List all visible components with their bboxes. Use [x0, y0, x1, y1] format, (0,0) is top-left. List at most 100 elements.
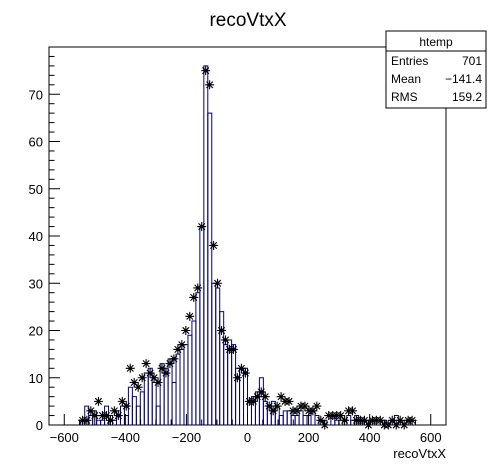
- histogram-bin: [195, 292, 201, 425]
- data-marker: [363, 420, 373, 430]
- axes: −600 −400 −200 0 200 400 600 0 10 20 30 40 50 60 70: [29, 55, 447, 445]
- data-marker: [201, 66, 211, 76]
- y-tick-label: 40: [29, 229, 43, 244]
- data-marker: [82, 415, 92, 425]
- data-marker: [276, 392, 286, 402]
- data-marker: [121, 401, 131, 411]
- data-marker: [137, 373, 147, 383]
- histogram-bin: [278, 415, 284, 425]
- histogram-bin: [258, 377, 264, 425]
- histogram-bin: [199, 226, 205, 425]
- data-marker: [232, 373, 242, 383]
- histogram-bin: [211, 282, 217, 425]
- x-tick-label: −600: [50, 430, 79, 445]
- x-tick-label: −400: [111, 430, 140, 445]
- histogram-bin: [179, 348, 185, 425]
- data-marker: [133, 382, 143, 392]
- data-marker: [383, 420, 393, 430]
- x-tick-label: 400: [359, 430, 381, 445]
- data-marker: [399, 420, 409, 430]
- data-marker: [173, 344, 183, 354]
- stats-rms-label: RMS: [391, 90, 418, 104]
- histogram-bin: [100, 419, 106, 425]
- data-marker: [125, 363, 135, 373]
- data-marker: [348, 406, 358, 416]
- data-marker: [308, 406, 318, 416]
- histogram-bin: [175, 353, 181, 425]
- x-tick-label: −200: [172, 430, 201, 445]
- data-marker: [157, 363, 167, 373]
- histogram-bin: [239, 367, 245, 425]
- data-marker: [113, 411, 123, 421]
- data-marker: [391, 420, 401, 430]
- histogram-bin: [135, 405, 141, 425]
- histogram-bin: [215, 287, 221, 425]
- data-marker: [86, 406, 96, 416]
- histogram-bin: [231, 344, 237, 425]
- stats-mean-label: Mean: [391, 72, 421, 86]
- data-marker: [260, 392, 270, 402]
- chart-title: recoVtxX: [209, 10, 286, 31]
- data-marker: [268, 406, 278, 416]
- histogram-bin: [171, 381, 177, 425]
- data-marker: [205, 80, 215, 90]
- data-marker: [340, 415, 350, 425]
- data-marker: [272, 401, 282, 411]
- data-marker: [248, 396, 258, 406]
- histogram-bin: [294, 415, 300, 425]
- histogram-bin: [131, 396, 137, 425]
- data-marker: [101, 411, 111, 421]
- data-marker: [256, 387, 266, 397]
- data-marker: [375, 415, 385, 425]
- data-marker: [312, 401, 322, 411]
- histogram-bin: [302, 415, 308, 425]
- x-axis-label: recoVtxX: [393, 446, 446, 461]
- data-marker: [145, 368, 155, 378]
- data-marker: [359, 415, 369, 425]
- histogram-bin: [334, 419, 340, 425]
- data-marker: [300, 401, 310, 411]
- data-markers: [78, 66, 417, 430]
- histogram-bin: [155, 405, 161, 425]
- y-tick-label: 30: [29, 276, 43, 291]
- data-marker: [213, 278, 223, 288]
- data-marker: [165, 359, 175, 369]
- data-marker: [169, 354, 179, 364]
- histogram-bin: [203, 65, 209, 425]
- data-marker: [292, 406, 302, 416]
- stats-entries-label: Entries: [391, 54, 428, 68]
- stats-box-frame: [385, 30, 487, 109]
- stats-entries-value: 701: [462, 54, 482, 68]
- x-tick-label: 600: [420, 430, 442, 445]
- data-marker: [284, 396, 294, 406]
- data-marker: [320, 420, 330, 430]
- data-marker: [240, 368, 250, 378]
- histogram-bin: [96, 419, 102, 425]
- data-marker: [161, 368, 171, 378]
- data-marker: [129, 377, 139, 387]
- x-tick-label: 0: [244, 430, 251, 445]
- histogram-bin: [167, 358, 173, 425]
- data-marker: [209, 240, 219, 250]
- data-marker: [221, 335, 231, 345]
- y-tick-label: 70: [29, 87, 43, 102]
- histogram-bin: [223, 344, 229, 425]
- data-marker: [185, 311, 195, 321]
- x-tick-label: 200: [298, 430, 320, 445]
- histogram-bin: [262, 400, 268, 425]
- data-marker: [189, 292, 199, 302]
- data-marker: [109, 406, 119, 416]
- data-marker: [93, 396, 103, 406]
- data-marker: [236, 363, 246, 373]
- data-marker: [407, 415, 417, 425]
- histogram-bin: [183, 344, 189, 425]
- data-marker: [141, 359, 151, 369]
- data-marker: [316, 415, 326, 425]
- data-marker: [181, 326, 191, 335]
- y-tick-label: 10: [29, 371, 43, 386]
- stats-box: htemp Entries 701 Mean −141.4 RMS 159.2: [385, 30, 487, 109]
- data-marker: [193, 283, 203, 293]
- stats-mean-value: −141.4: [445, 72, 482, 86]
- y-tick-label: 0: [36, 418, 43, 433]
